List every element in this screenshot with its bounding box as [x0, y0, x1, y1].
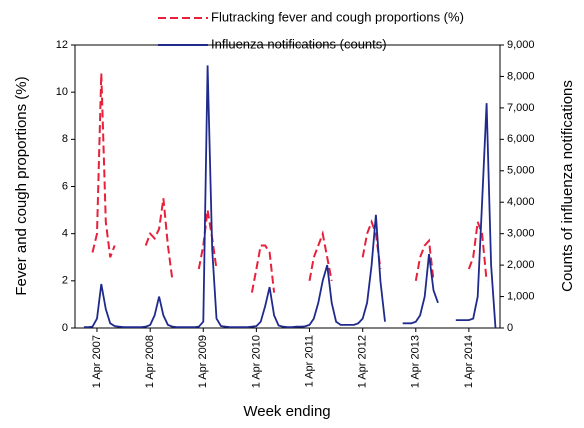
x-tick-label: 1 Apr 2013 [410, 335, 422, 388]
y-tick-label: 8 [62, 133, 68, 145]
y2-tick-label: 8,000 [507, 70, 535, 82]
x-tick-label: 1 Apr 2014 [463, 335, 475, 388]
plot-frame [74, 44, 501, 329]
y2-axis-label: Counts of influenza notifications [559, 80, 576, 292]
y2-tick-label: 7,000 [507, 102, 535, 114]
legend-label: Flutracking fever and cough proportions … [211, 9, 464, 24]
series-line [402, 253, 439, 325]
series-line [455, 103, 497, 329]
series-line [83, 65, 386, 328]
y2-tick-label: 9,000 [507, 39, 535, 51]
series-line [414, 238, 435, 281]
y-tick-label: 6 [62, 180, 68, 192]
y2-tick-label: 5,000 [507, 165, 535, 177]
x-tick-label: 1 Apr 2010 [250, 335, 262, 388]
y-tick-label: 10 [56, 86, 68, 98]
x-axis-label: Week ending [243, 403, 330, 420]
y2-tick-label: 2,000 [507, 259, 535, 271]
legend-label: Influenza notifications (counts) [211, 36, 387, 51]
y2-tick-label: 6,000 [507, 133, 535, 145]
y-tick-label: 0 [62, 322, 68, 334]
series-line [250, 244, 276, 293]
y2-tick-label: 1,000 [507, 290, 535, 302]
series-line [467, 221, 488, 281]
y-tick-label: 4 [62, 228, 68, 240]
y2-tick-label: 4,000 [507, 196, 535, 208]
series-line [308, 229, 333, 281]
y-tick-label: 2 [62, 275, 68, 287]
x-tick-label: 1 Apr 2008 [144, 335, 156, 388]
y-tick-label: 12 [56, 39, 68, 51]
series-line [91, 73, 116, 258]
y-axis-label: Fever and cough proportions (%) [13, 76, 30, 295]
x-tick-label: 1 Apr 2007 [91, 335, 103, 388]
y2-tick-label: 3,000 [507, 228, 535, 240]
series-line [197, 209, 218, 270]
y2-tick-label: 0 [507, 322, 513, 334]
series-line [144, 198, 174, 281]
x-tick-label: 1 Apr 2009 [197, 335, 209, 388]
x-tick-label: 1 Apr 2012 [357, 335, 369, 388]
x-tick-label: 1 Apr 2011 [303, 335, 315, 387]
